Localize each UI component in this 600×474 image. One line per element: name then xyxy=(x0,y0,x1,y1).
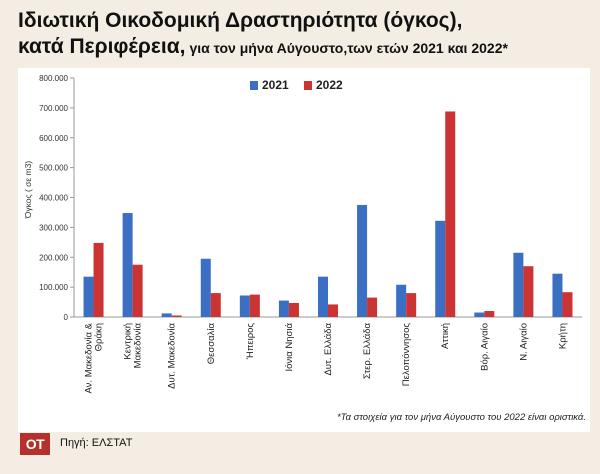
bar-2022-1 xyxy=(93,242,104,317)
bar-2021-10 xyxy=(435,220,446,317)
x-tick-label: Θεσσαλία xyxy=(206,322,217,364)
bar-2021-5 xyxy=(239,295,250,317)
bar-2021-4 xyxy=(200,258,211,317)
bar-2021-2 xyxy=(122,213,133,317)
chart-panel: 0 100.000 200.000 300.000 400.000 500.000 600.… xyxy=(18,68,590,432)
bar-2021-3 xyxy=(161,313,172,317)
bar-2021-6 xyxy=(278,300,289,317)
x-tick-label: Κρήτη xyxy=(557,323,568,349)
chart-title: Ιδιωτική Οικοδομική Δραστηριότητα (όγκος… xyxy=(18,8,588,62)
bar-2022-2 xyxy=(132,264,143,317)
legend-label-2021: 2021 xyxy=(262,78,289,92)
bar-2022-9 xyxy=(406,293,417,317)
ot-logo: ΟΤ xyxy=(20,433,50,455)
bar-2022-13 xyxy=(562,292,573,317)
x-tick-label: Βόρ. Αιγαίο xyxy=(479,323,490,371)
x-tick-label: Στερ. Ελλάδα xyxy=(362,323,373,380)
bar-chart: 0 100.000 200.000 300.000 400.000 500.000 600.… xyxy=(23,74,582,394)
y-tick-label: 500.000 xyxy=(39,164,68,173)
bar-2021-9 xyxy=(396,284,407,317)
x-tick-label: Ήπειρος xyxy=(245,323,256,361)
x-tick-label: Αν. Μακεδονία &Θράκη xyxy=(84,322,105,393)
bar-2021-8 xyxy=(357,204,368,317)
source-label: Πηγή: ΕΛΣΤΑΤ xyxy=(60,437,133,449)
x-tick-label: ΚεντρικήΜακεδονία xyxy=(123,323,144,369)
title-line-2-bold: κατά Περιφέρεια, xyxy=(18,35,186,58)
bar-2021-1 xyxy=(83,276,94,317)
y-tick-label: 800.000 xyxy=(39,74,68,83)
bar-2022-12 xyxy=(523,266,534,317)
title-line-2: κατά Περιφέρεια, για τον μήνα Αύγουστο,τω… xyxy=(18,34,588,62)
bar-2022-5 xyxy=(249,294,260,317)
x-tick-label: Αττική xyxy=(440,323,451,349)
x-tick-label: Πελοπόννησος xyxy=(401,323,412,387)
x-tick-label: Ν. Αιγαίο xyxy=(518,323,529,361)
bar-2021-11 xyxy=(474,312,485,317)
y-tick-label: 700.000 xyxy=(39,104,68,113)
legend-swatch-2021 xyxy=(250,81,258,90)
bar-2022-8 xyxy=(367,297,378,317)
legend-swatch-2022 xyxy=(304,81,312,90)
legend-label-2022: 2022 xyxy=(316,78,343,92)
x-tick-label: Δυτ. Ελλάδα xyxy=(323,323,334,376)
bar-2022-4 xyxy=(210,293,221,317)
bar-2022-10 xyxy=(445,111,456,318)
x-tick-label: Ιόνια Νησιά xyxy=(284,322,295,371)
y-tick-label: 200.000 xyxy=(39,253,68,262)
bar-2021-12 xyxy=(513,252,524,317)
bar-2022-6 xyxy=(288,302,299,317)
y-tick-label: 100.000 xyxy=(39,283,68,292)
bar-2022-3 xyxy=(171,315,182,317)
y-tick-label: 600.000 xyxy=(39,134,68,143)
title-line-1: Ιδιωτική Οικοδομική Δραστηριότητα (όγκος… xyxy=(18,9,463,32)
bar-2022-11 xyxy=(484,311,495,317)
y-axis-label: Όγκος ( σε m3) xyxy=(23,161,33,220)
title-line-2-subtitle: για τον μήνα Αύγουστο,των ετών 2021 και … xyxy=(189,40,508,56)
bar-2021-13 xyxy=(552,273,563,317)
y-tick-label: 400.000 xyxy=(39,194,68,203)
bar-2021-7 xyxy=(318,276,328,317)
x-tick-label: Δυτ. Μακεδονία xyxy=(167,322,178,388)
footnote: *Τα στοιχεία για τον μήνα Αύγουστο του 2… xyxy=(336,412,586,423)
y-tick-label: 300.000 xyxy=(39,223,68,232)
y-tick-label: 0 xyxy=(64,313,69,322)
bar-2022-7 xyxy=(328,304,338,317)
